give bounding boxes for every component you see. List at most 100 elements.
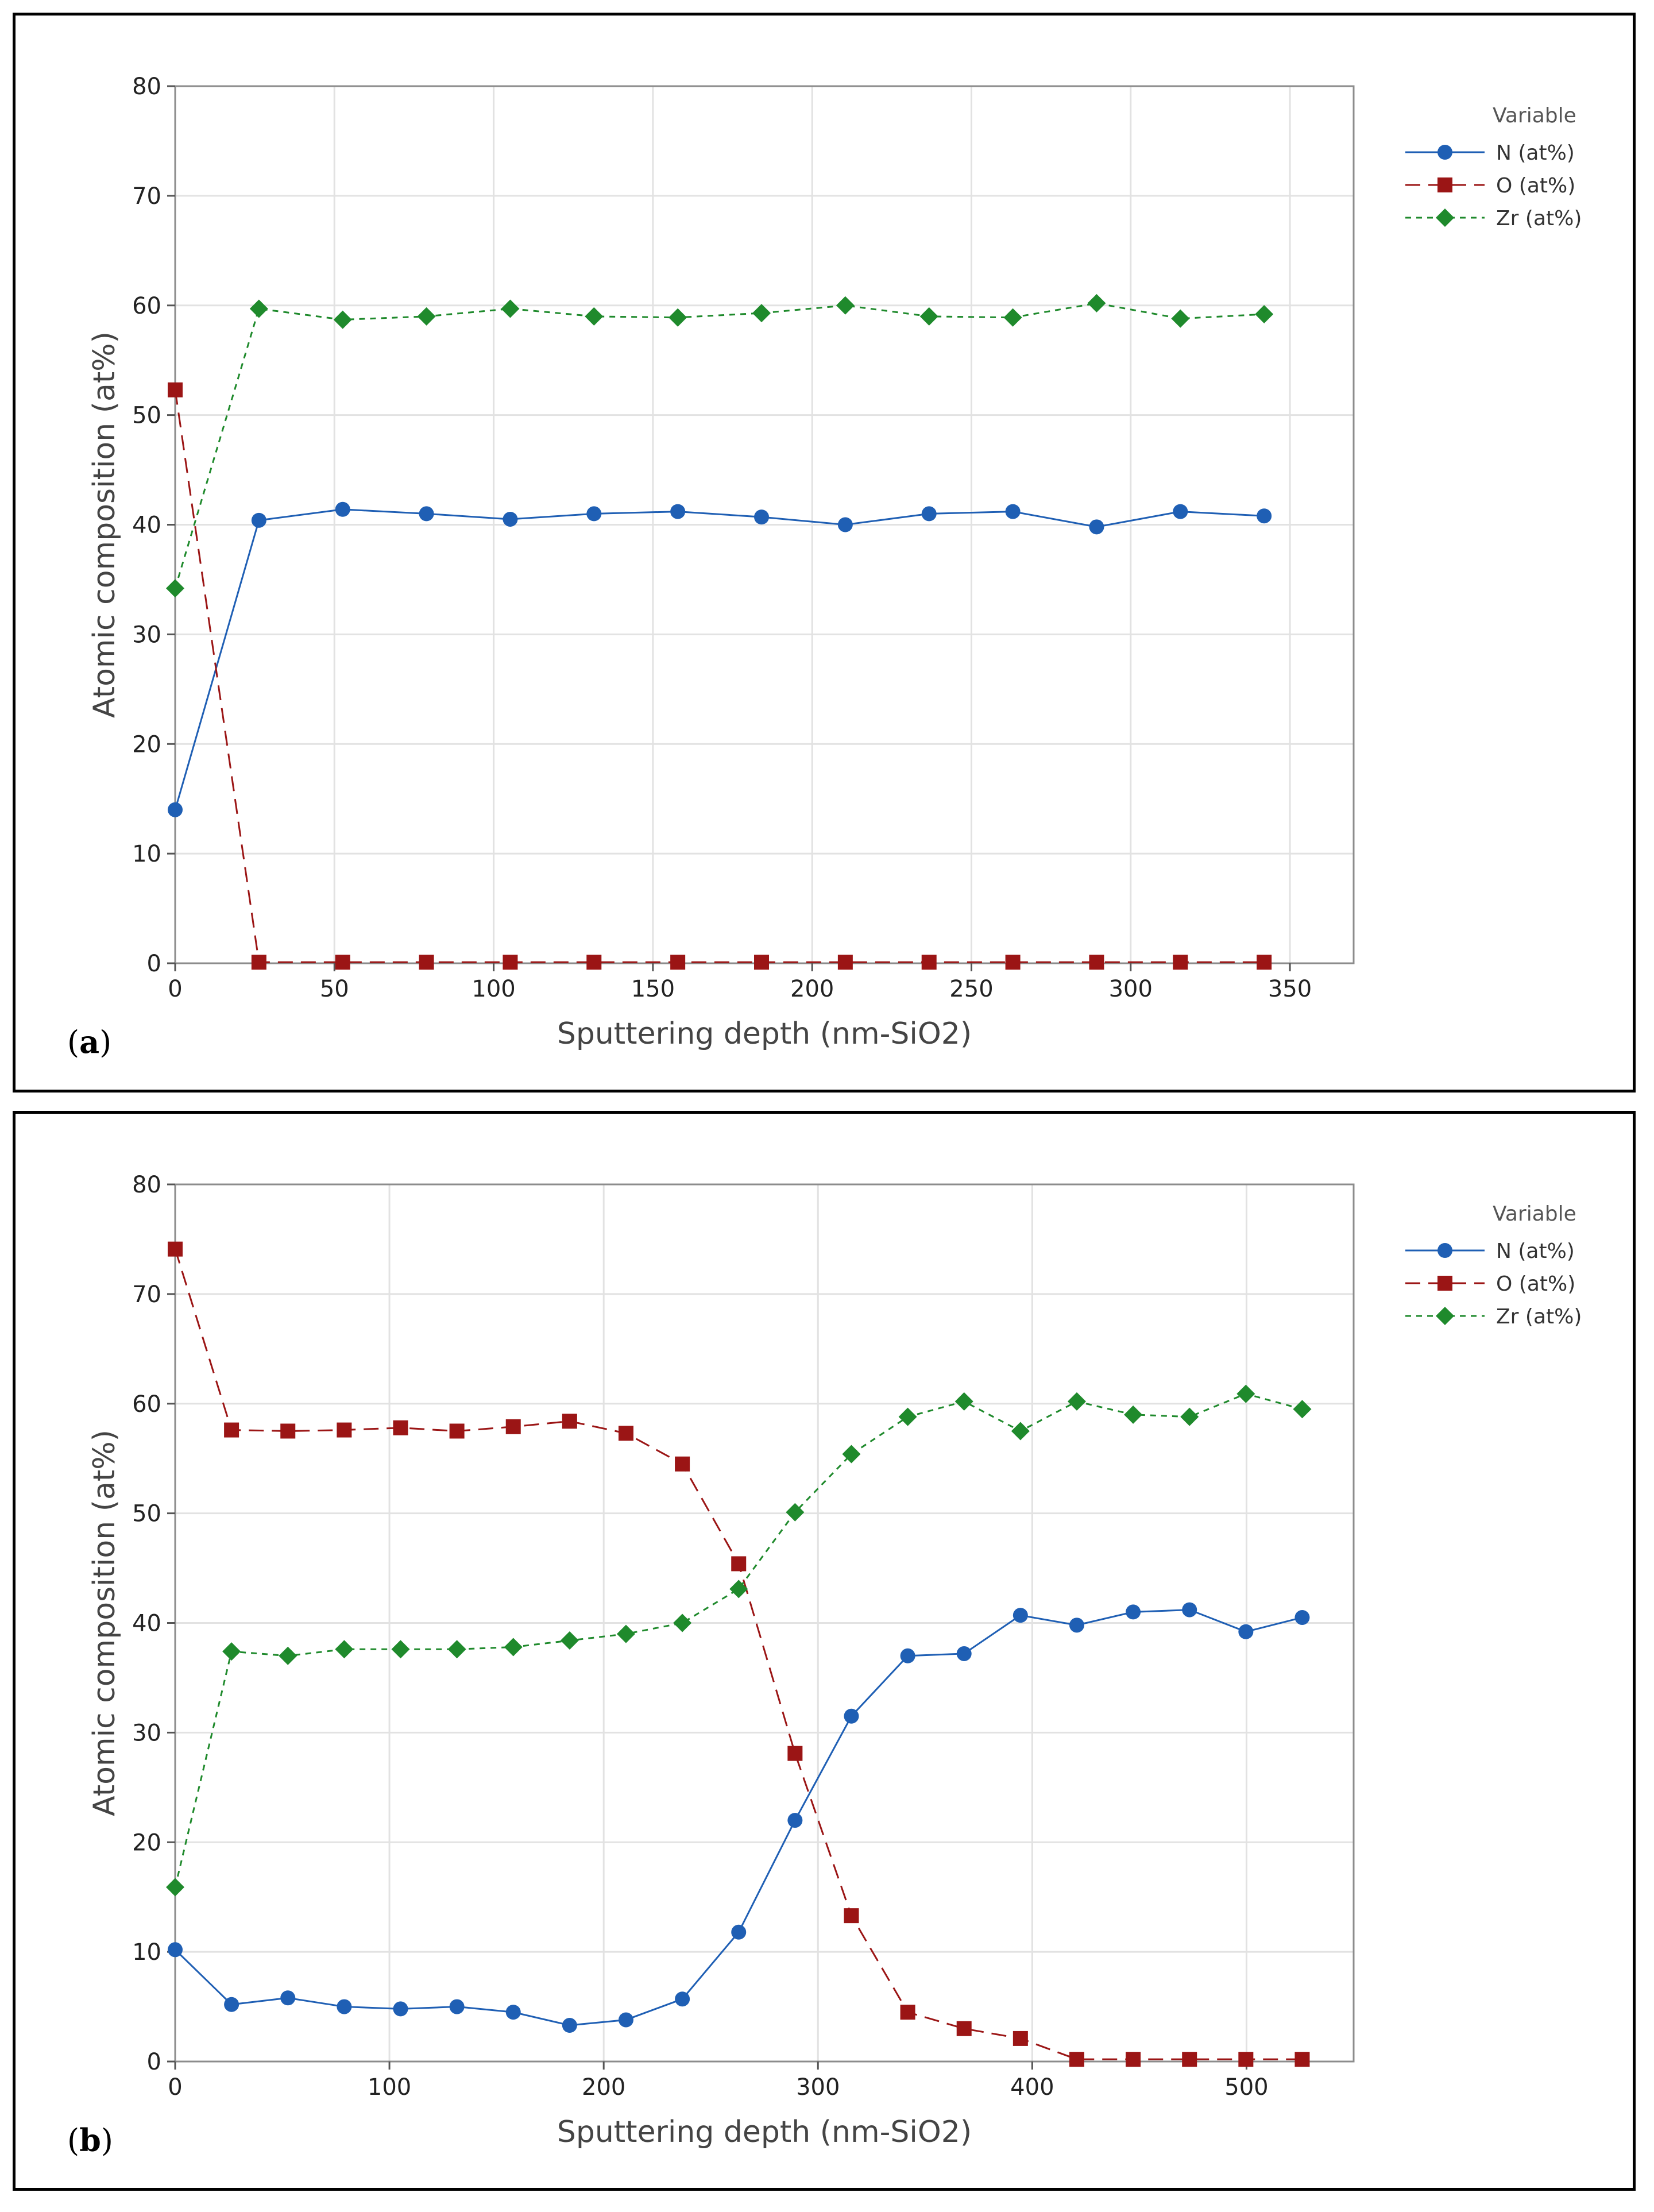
legend-label-N: N (at%) [1496, 141, 1575, 165]
data-point [391, 1640, 410, 1659]
chart-a: 0 50 100 150 200 250 300 350 0 10 20 30 40 50 60 70 80 Sp… [87, 74, 1582, 1051]
series-Zr [166, 294, 1274, 598]
data-point [249, 299, 268, 318]
data-point [419, 506, 434, 522]
panel-b: 0 100 200 300 400 500 0 10 20 30 40 50 60 70 80 Sputter… [13, 1111, 1636, 2191]
y-tick-label: 30 [132, 1720, 161, 1746]
x-tick-label: 300 [1109, 976, 1153, 1002]
legend-label-O: O (at%) [1496, 1272, 1575, 1296]
data-point [505, 2005, 521, 2020]
data-point [168, 382, 183, 397]
data-point [752, 304, 771, 323]
data-point [1173, 504, 1188, 519]
y-tick-label: 0 [147, 951, 161, 977]
data-point [1171, 309, 1190, 328]
data-point [1005, 955, 1021, 970]
x-tick-label: 0 [168, 976, 182, 1002]
panel-label-a: (a) [67, 1024, 112, 1060]
data-point [786, 1503, 805, 1522]
x-axis-label: Sputtering depth (nm-SiO2) [557, 2115, 972, 2149]
data-point [837, 955, 853, 970]
panel-label-b: (b) [67, 2122, 113, 2159]
data-point [1238, 1624, 1254, 1639]
legend: Variable N (at%) O (at%) Zr (at%) [1405, 104, 1582, 230]
x-tick-label: 350 [1268, 976, 1312, 1002]
data-point [836, 296, 855, 315]
x-tick-label: 200 [582, 2074, 625, 2101]
data-point [1238, 2052, 1254, 2067]
data-point [251, 512, 266, 528]
x-tick-label: 300 [796, 2074, 840, 2101]
data-point [1013, 2030, 1028, 2046]
data-point [168, 1942, 183, 1958]
data-point [1236, 1384, 1255, 1403]
y-tick-label: 60 [132, 293, 161, 319]
legend-marker-N [1437, 145, 1452, 160]
data-point [844, 1908, 859, 1924]
data-point [900, 1648, 915, 1663]
legend-title: Variable [1493, 104, 1576, 128]
data-point [501, 299, 520, 318]
series-line [174, 1392, 1303, 1887]
data-point [670, 955, 686, 970]
data-point [675, 1456, 690, 1472]
data-point [166, 1878, 184, 1897]
data-point [586, 506, 602, 522]
data-point [729, 1580, 748, 1599]
legend: Variable N (at%) O (at%) Zr (at%) [1405, 1202, 1582, 1329]
data-point [222, 1642, 241, 1661]
y-tick-label: 50 [132, 1501, 161, 1527]
legend-title: Variable [1493, 1202, 1576, 1226]
series-O [168, 1241, 1310, 2067]
data-point [731, 1924, 747, 1940]
data-point [280, 1423, 296, 1439]
legend-marker-O [1437, 177, 1452, 192]
data-point [673, 1613, 692, 1632]
data-point [585, 307, 604, 326]
x-tick-label: 250 [949, 976, 993, 1002]
data-point [670, 504, 686, 519]
series-line [174, 508, 1265, 810]
data-point [503, 511, 518, 527]
y-axis-label: Atomic composition (at%) [87, 331, 122, 718]
series-Zr [166, 1384, 1312, 1897]
data-point [618, 1426, 633, 1441]
y-tick-label: 70 [132, 183, 161, 210]
panel-a: 0 50 100 150 200 250 300 350 0 10 20 30 40 50 60 70 80 Sp… [13, 13, 1636, 1093]
data-point [787, 1746, 803, 1761]
data-point [504, 1638, 523, 1657]
y-tick-label: 40 [132, 1611, 161, 1637]
data-point [668, 308, 687, 327]
y-tick-label: 30 [132, 621, 161, 648]
data-point [562, 1414, 577, 1429]
series-line [174, 389, 1265, 963]
x-tick-label: 100 [368, 2074, 411, 2101]
y-tick-label: 10 [132, 1939, 161, 1966]
x-tick-label: 500 [1224, 2074, 1268, 2101]
chart-b: 0 100 200 300 400 500 0 10 20 30 40 50 60 70 80 Sputter… [87, 1172, 1582, 2149]
y-tick-label: 20 [132, 1829, 161, 1856]
data-point [335, 501, 350, 517]
data-point [1011, 1422, 1030, 1441]
y-tick-label: 10 [132, 841, 161, 867]
data-point [562, 2018, 577, 2033]
data-point [280, 1990, 296, 2006]
data-point [787, 1813, 803, 1828]
series-N [168, 1602, 1310, 2033]
data-point [1013, 1608, 1028, 1623]
data-point [586, 955, 602, 970]
data-point [1087, 294, 1106, 312]
data-point [919, 307, 938, 326]
data-point [1069, 1617, 1084, 1633]
data-point [1003, 308, 1022, 327]
data-point [417, 307, 436, 326]
data-point [1180, 1407, 1199, 1426]
y-tick-label: 40 [132, 512, 161, 539]
data-point [616, 1624, 635, 1643]
y-tick-label: 60 [132, 1391, 161, 1418]
data-point [166, 579, 184, 598]
legend-marker-Zr [1436, 1307, 1454, 1325]
data-point [1257, 508, 1272, 524]
data-point [1257, 955, 1272, 970]
legend-label-Zr: Zr (at%) [1496, 1305, 1582, 1329]
